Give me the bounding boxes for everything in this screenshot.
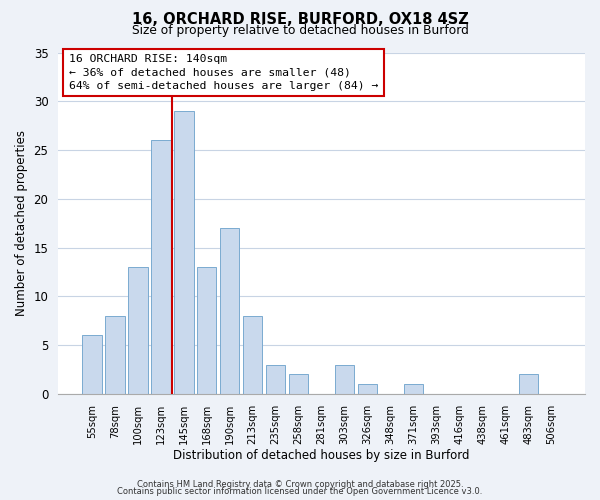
Bar [518, 374, 538, 394]
Text: Contains HM Land Registry data © Crown copyright and database right 2025.: Contains HM Land Registry data © Crown c… [137, 480, 463, 489]
Bar [404, 384, 423, 394]
Bar [197, 267, 217, 394]
X-axis label: Distribution of detached houses by size in Burford: Distribution of detached houses by size … [173, 450, 470, 462]
Bar [105, 316, 125, 394]
Text: 16 ORCHARD RISE: 140sqm
← 36% of detached houses are smaller (48)
64% of semi-de: 16 ORCHARD RISE: 140sqm ← 36% of detache… [68, 54, 378, 90]
Text: Contains public sector information licensed under the Open Government Licence v3: Contains public sector information licen… [118, 488, 482, 496]
Bar [220, 228, 239, 394]
Bar [358, 384, 377, 394]
Bar [335, 364, 355, 394]
Bar [289, 374, 308, 394]
Bar [266, 364, 286, 394]
Bar [243, 316, 262, 394]
Text: 16, ORCHARD RISE, BURFORD, OX18 4SZ: 16, ORCHARD RISE, BURFORD, OX18 4SZ [131, 12, 469, 28]
Bar [174, 111, 194, 394]
Bar [151, 140, 170, 394]
Text: Size of property relative to detached houses in Burford: Size of property relative to detached ho… [131, 24, 469, 37]
Y-axis label: Number of detached properties: Number of detached properties [15, 130, 28, 316]
Bar [128, 267, 148, 394]
Bar [82, 336, 101, 394]
